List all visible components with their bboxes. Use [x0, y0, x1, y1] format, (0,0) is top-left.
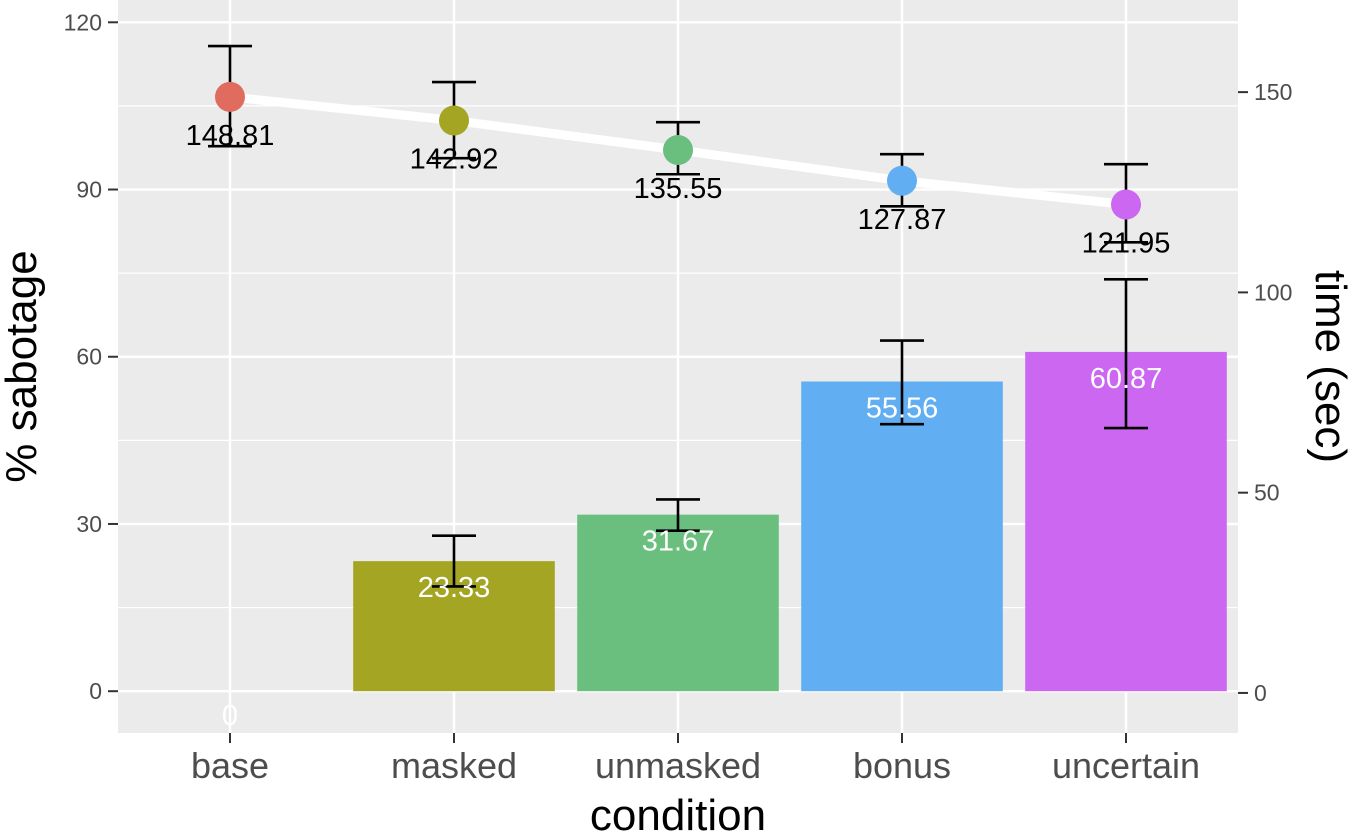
- bar-error-masked: [432, 534, 476, 588]
- x-axis-title: condition: [590, 791, 766, 836]
- y-tick-label: 60: [76, 344, 102, 370]
- bar-bonus: [801, 381, 1003, 692]
- bar-label-uncertain: 60.87: [1090, 363, 1163, 395]
- y-axis-title: % sabotage: [0, 250, 46, 482]
- time-label-uncertain: 121.95: [1082, 227, 1171, 259]
- y-right-tick-label: 0: [1254, 680, 1267, 706]
- time-point-base: [215, 81, 245, 112]
- y-tick-label: 120: [64, 9, 102, 35]
- x-tick-label-base: base: [191, 745, 269, 786]
- x-tick-label-uncertain: uncertain: [1052, 745, 1200, 786]
- time-point-uncertain: [1111, 189, 1141, 220]
- y-tick-label: 90: [76, 177, 102, 203]
- time-point-bonus: [887, 165, 917, 196]
- bar-label-base: 0: [222, 700, 238, 732]
- bar-error-uncertain: [1104, 277, 1148, 430]
- time-label-bonus: 127.87: [858, 204, 947, 236]
- x-tick-label-bonus: bonus: [853, 745, 951, 786]
- y-right-tick-label: 150: [1254, 79, 1292, 105]
- bar-unmasked: [577, 514, 779, 692]
- x-tick-label-masked: masked: [391, 745, 517, 786]
- bar-error-bonus: [880, 339, 924, 426]
- y-right-tick-label: 50: [1254, 480, 1280, 506]
- y-right-tick-label: 100: [1254, 279, 1292, 305]
- bar-label-masked: 23.33: [418, 572, 491, 604]
- time-label-base: 148.81: [186, 120, 275, 152]
- time-point-unmasked: [663, 135, 693, 166]
- time-point-masked: [439, 105, 469, 136]
- time-label-masked: 142.92: [410, 143, 499, 175]
- bar-label-bonus: 55.56: [866, 392, 939, 424]
- x-tick-label-unmasked: unmasked: [595, 745, 761, 786]
- y-tick-label: 30: [76, 511, 102, 537]
- bar-label-unmasked: 31.67: [642, 526, 715, 558]
- time-label-unmasked: 135.55: [634, 173, 723, 205]
- y-right-axis-title: time (sec): [1306, 270, 1354, 463]
- y-tick-label: 0: [89, 678, 102, 704]
- bar-error-unmasked: [656, 498, 700, 532]
